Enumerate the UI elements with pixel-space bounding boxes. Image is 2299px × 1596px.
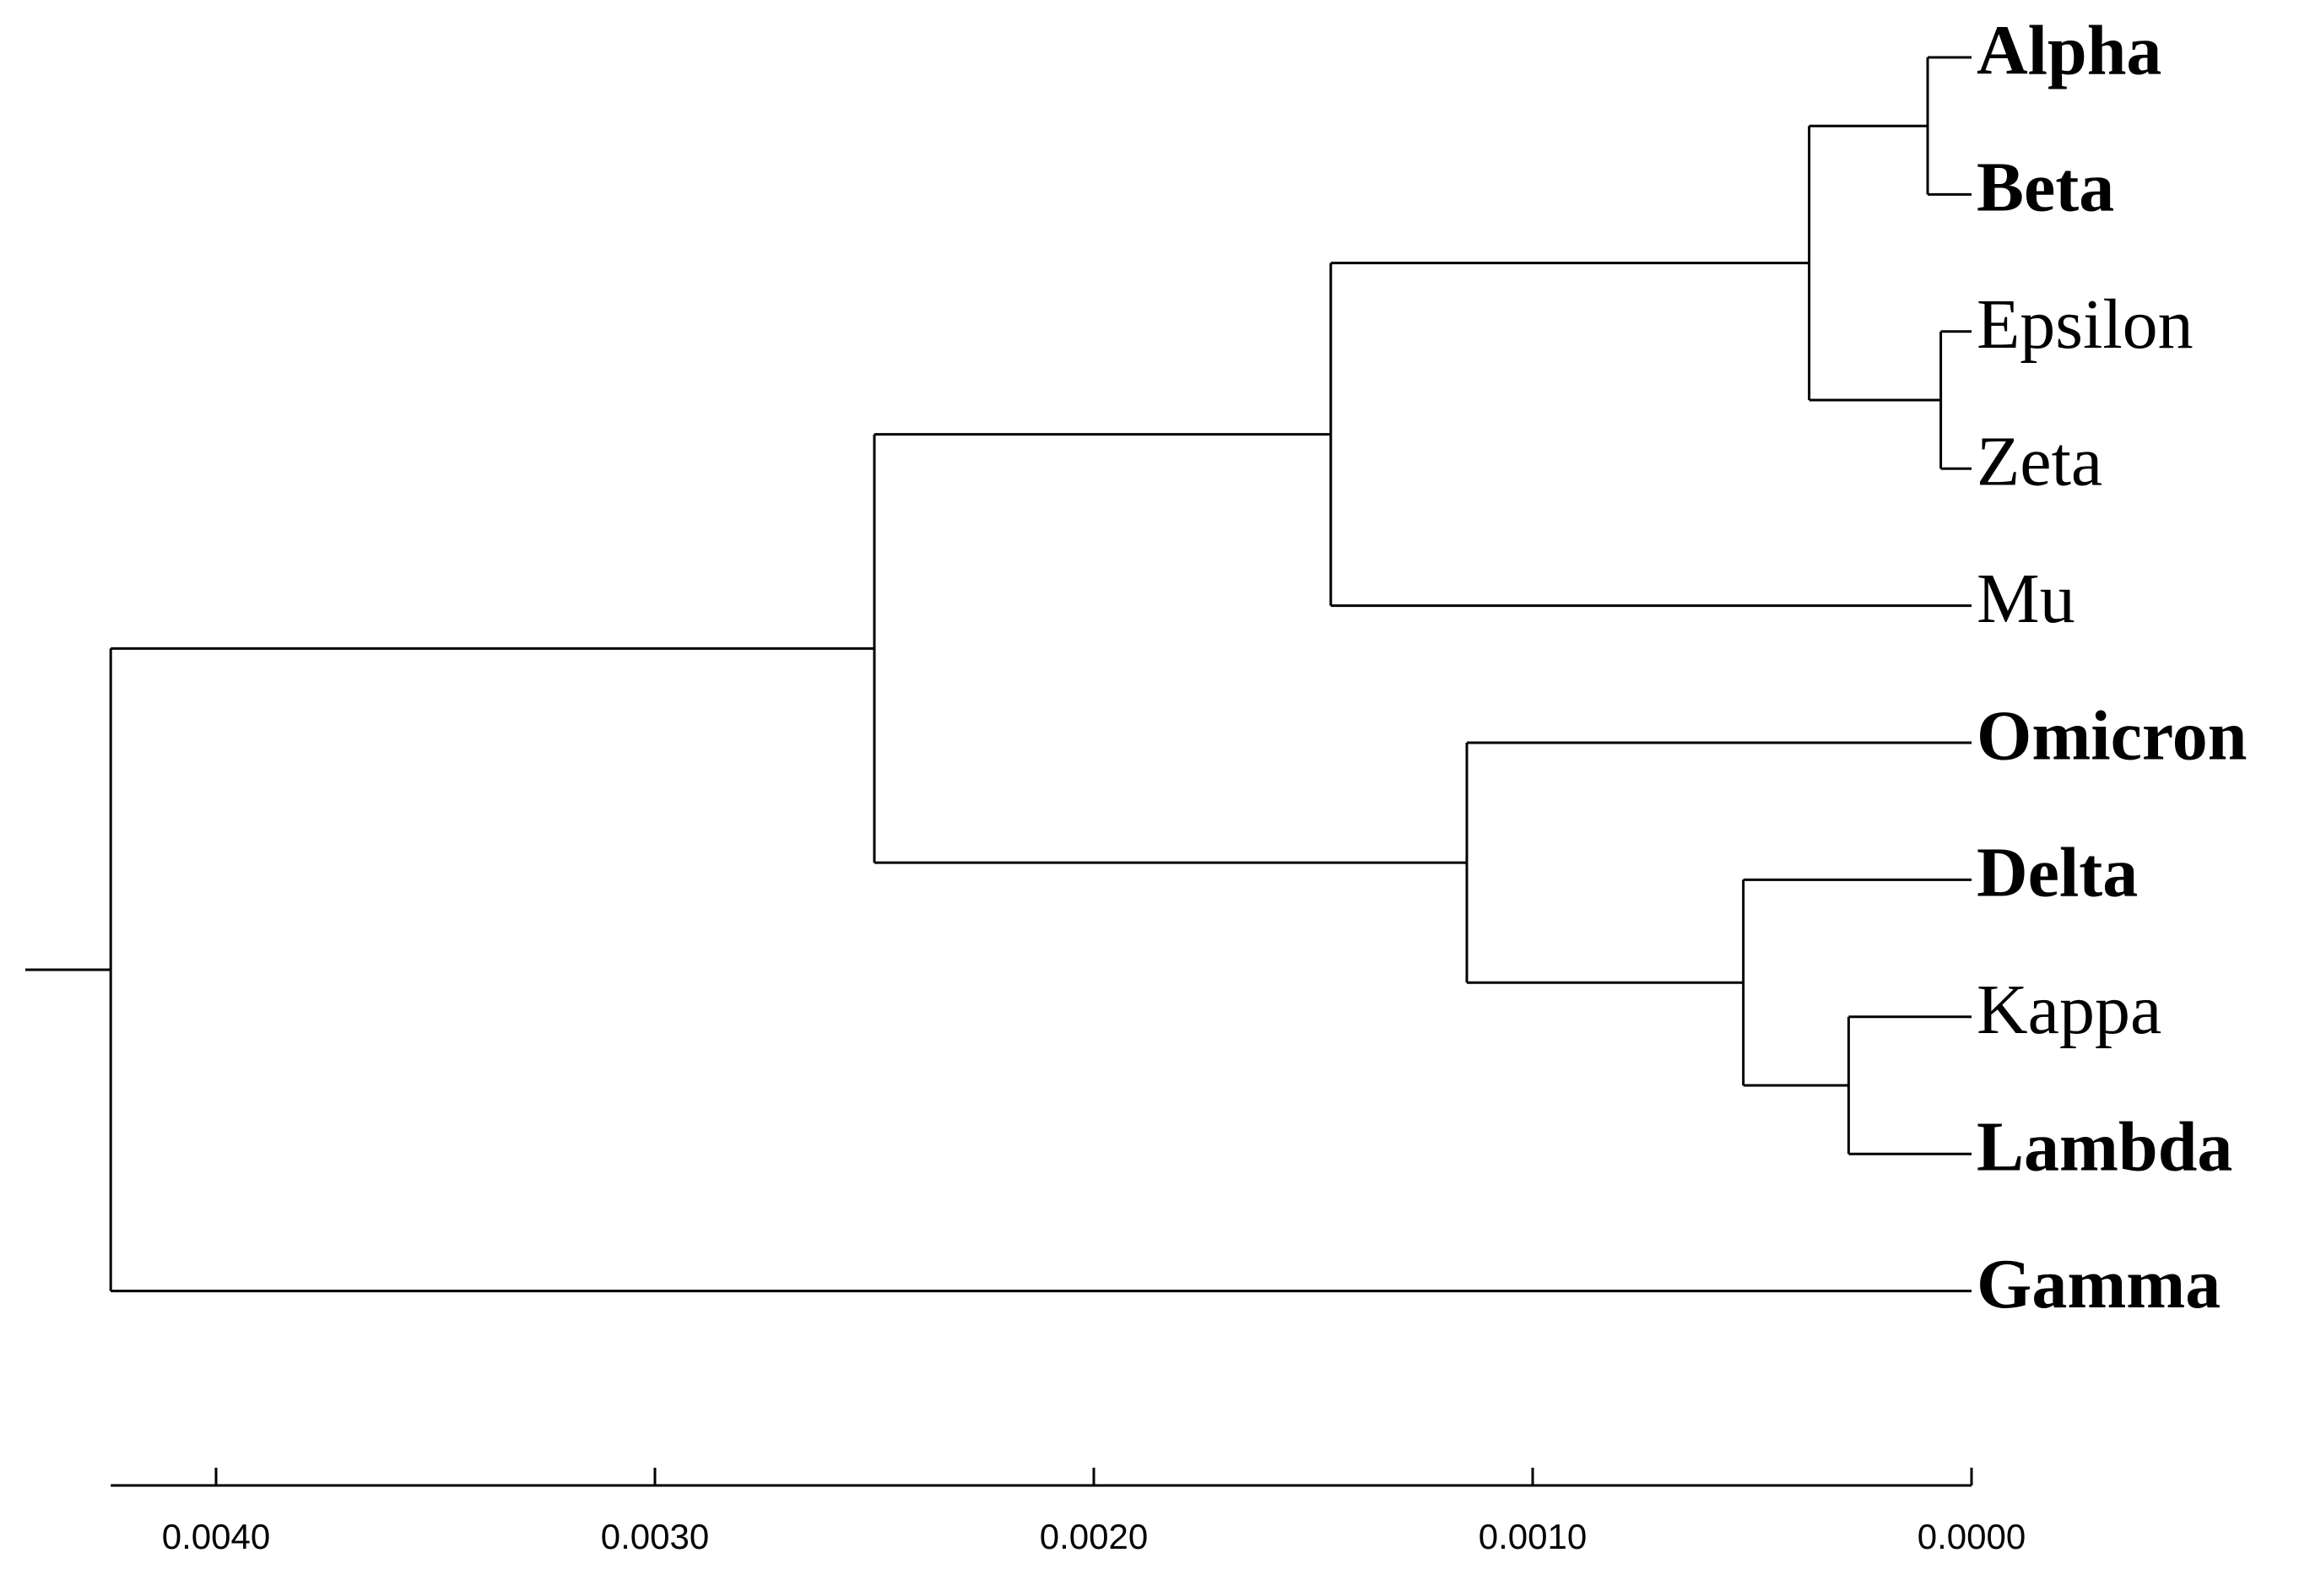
leaf-label-lambda: Lambda: [1977, 1107, 2232, 1186]
leaf-label-kappa: Kappa: [1977, 971, 2161, 1049]
leaf-labels: Alpha Beta Epsilon Zeta Mu Omicron Delta Kappa L…: [1977, 11, 2247, 1323]
leaf-label-omicron: Omicron: [1977, 696, 2247, 775]
leaf-label-epsilon: Epsilon: [1977, 285, 2194, 364]
dendrogram-branches: [25, 56, 1972, 1293]
leaf-label-gamma: Gamma: [1977, 1245, 2221, 1323]
leaf-label-alpha: Alpha: [1977, 11, 2161, 89]
leaf-label-zeta: Zeta: [1977, 422, 2102, 500]
leaf-label-beta: Beta: [1977, 149, 2114, 227]
axis-tick-label: 0.0020: [1040, 1517, 1148, 1556]
leaf-label-mu: Mu: [1977, 560, 2075, 638]
axis-tick-label: 0.0030: [601, 1517, 709, 1556]
axis-tick-label: 0.0010: [1479, 1517, 1587, 1556]
axis-tick-label: 0.0040: [162, 1517, 270, 1556]
distance-axis: 0.0040 0.0030 0.0020 0.0010 0.0000: [111, 1468, 2026, 1556]
axis-tick-label: 0.0000: [1918, 1517, 2026, 1556]
leaf-label-delta: Delta: [1977, 834, 2138, 912]
